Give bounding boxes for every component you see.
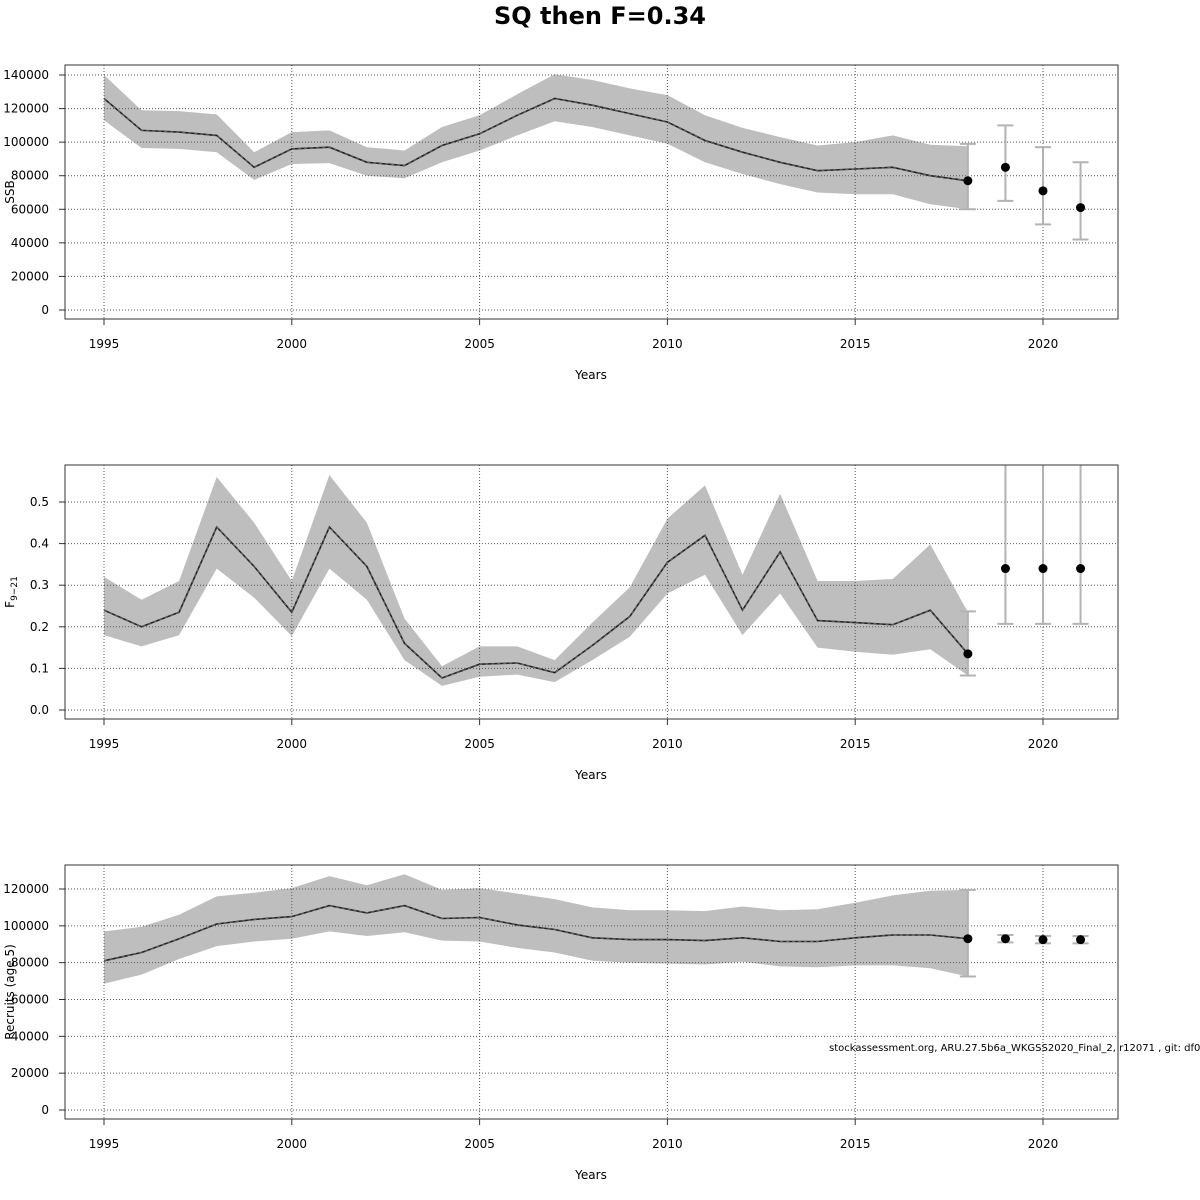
ssb-xtick-label: 2000 bbox=[277, 337, 308, 351]
recruits-ytick-label: 80000 bbox=[11, 956, 49, 970]
ssb-xtick-label: 2015 bbox=[840, 337, 871, 351]
fbar-projection-point-2018 bbox=[963, 649, 973, 659]
ssb-projection-point-2018 bbox=[963, 176, 973, 186]
recruits-xtick-label: 2005 bbox=[464, 1137, 495, 1151]
recruits-y-axis-label: Recruits (age 5) bbox=[3, 944, 17, 1040]
fbar-ytick-label: 0.5 bbox=[30, 495, 49, 509]
recruits-xtick-label: 1995 bbox=[89, 1137, 120, 1151]
recruits-ytick-label: 0 bbox=[41, 1103, 49, 1117]
fbar-ytick-label: 0.1 bbox=[30, 661, 49, 675]
ssb-ytick-label: 120000 bbox=[3, 102, 49, 116]
ssb-y-axis-label: SSB bbox=[3, 180, 17, 203]
footnote: stockassessment.org, ARU.27.5b6a_WKGSS20… bbox=[829, 1043, 1200, 1054]
fbar-xtick-label: 2020 bbox=[1028, 737, 1059, 751]
recruits-projection-point-2020 bbox=[1038, 935, 1048, 945]
recruits-projection-point-2019 bbox=[1000, 934, 1010, 944]
figure-title: SQ then F=0.34 bbox=[494, 2, 706, 30]
ssb-plot-frame bbox=[64, 64, 1119, 320]
ssb-ytick-label: 20000 bbox=[11, 269, 49, 283]
recruits-x-axis-label: Years bbox=[574, 1168, 607, 1182]
fbar-ytick-label: 0.3 bbox=[30, 578, 49, 592]
ssb-xtick-label: 2010 bbox=[652, 337, 683, 351]
ssb-estimate-dash bbox=[103, 97, 968, 182]
fbar-xtick-label: 2000 bbox=[277, 737, 308, 751]
recruits-ytick-label: 120000 bbox=[3, 882, 49, 896]
fbar-xtick-label: 2005 bbox=[464, 737, 495, 751]
fbar-ytick-label: 0.2 bbox=[30, 620, 49, 634]
fbar-panel: 1995 2000 2005 2010 2015 2020 0.0 0.1 0.2 0.3 0.4 0… bbox=[3, 464, 1119, 782]
ssb-ytick-label: 140000 bbox=[3, 68, 49, 82]
fbar-xtick-label: 1995 bbox=[89, 737, 120, 751]
ssb-ytick-label: 80000 bbox=[11, 169, 49, 183]
recruits-ytick-label: 100000 bbox=[3, 919, 49, 933]
ssb-ytick-label: 40000 bbox=[11, 236, 49, 250]
recruits-plot-frame bbox=[64, 864, 1119, 1120]
fbar-projection-point-2019 bbox=[1000, 564, 1010, 574]
recruits-xtick-label: 2015 bbox=[840, 1137, 871, 1151]
ssb-projection-point-2019 bbox=[1000, 162, 1010, 172]
fbar-estimate-line bbox=[103, 525, 969, 679]
fbar-projection-point-2020 bbox=[1038, 564, 1048, 574]
ssb-xtick-label: 2005 bbox=[464, 337, 495, 351]
recruits-confidence-band bbox=[104, 874, 968, 984]
fbar-ytick-label: 0.0 bbox=[30, 703, 49, 717]
recruits-estimate-dash bbox=[103, 905, 968, 962]
recruits-panel: 1995 2000 2005 2010 2015 2020 0 20000 40000 60000… bbox=[3, 864, 1119, 1182]
fbar-x-axis-label: Years bbox=[574, 768, 607, 782]
fbar-projection-point-2021 bbox=[1076, 564, 1086, 574]
recruits-ytick-label: 60000 bbox=[11, 993, 49, 1007]
ssb-x-axis-label: Years bbox=[574, 368, 607, 382]
recruits-ytick-label: 40000 bbox=[11, 1029, 49, 1043]
ssb-projection-point-2020 bbox=[1038, 186, 1048, 196]
recruits-ytick-label: 20000 bbox=[11, 1066, 49, 1080]
fbar-y-axis-label: F9−21 bbox=[3, 576, 20, 608]
recruits-xtick-label: 2000 bbox=[277, 1137, 308, 1151]
recruits-projection-point-2018 bbox=[963, 934, 973, 944]
ssb-xtick-label: 1995 bbox=[89, 337, 120, 351]
ssb-ytick-label: 100000 bbox=[3, 135, 49, 149]
ssb-ytick-label: 0 bbox=[41, 303, 49, 317]
ssb-ytick-label: 60000 bbox=[11, 202, 49, 216]
ssb-projection-point-2021 bbox=[1076, 203, 1086, 213]
recruits-xtick-label: 2010 bbox=[652, 1137, 683, 1151]
recruits-xtick-label: 2020 bbox=[1028, 1137, 1059, 1151]
fbar-xtick-label: 2010 bbox=[652, 737, 683, 751]
fbar-ytick-label: 0.4 bbox=[30, 537, 49, 551]
ssb-xtick-label: 2020 bbox=[1028, 337, 1059, 351]
ssb-confidence-band bbox=[104, 74, 968, 210]
fbar-plot-frame bbox=[64, 464, 1119, 720]
recruits-projection-point-2021 bbox=[1076, 935, 1086, 945]
ssb-panel: 1995 2000 2005 2010 2015 2020 0 20000 40000 60000… bbox=[3, 64, 1119, 382]
fbar-confidence-band bbox=[104, 475, 968, 686]
fbar-xtick-label: 2015 bbox=[840, 737, 871, 751]
